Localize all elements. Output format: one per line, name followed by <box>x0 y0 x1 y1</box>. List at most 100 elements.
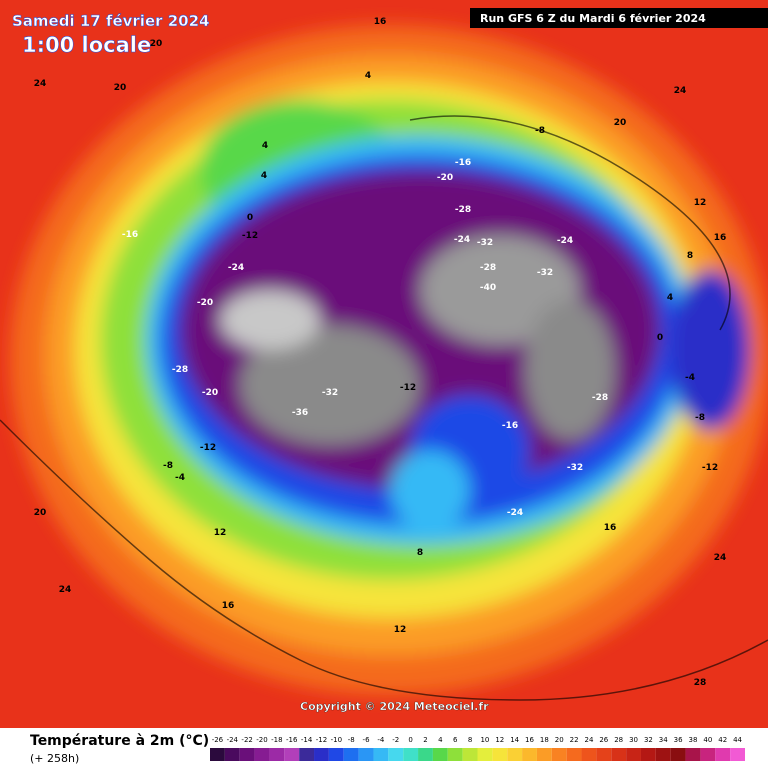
contour-label: 8 <box>417 548 423 558</box>
contour-label: -32 <box>537 268 553 278</box>
contour-label: 12 <box>694 198 707 208</box>
colorbar-swatch <box>596 748 612 761</box>
colorbar-swatch <box>239 748 255 761</box>
colorbar-label: 28 <box>614 736 623 744</box>
colorbar-swatch <box>655 748 671 761</box>
colorbar-label: -12 <box>316 736 327 744</box>
time: 1:00 locale <box>22 33 151 57</box>
contour-label: 4 <box>667 293 673 303</box>
colorbar-label: -2 <box>392 736 399 744</box>
contour-label: -36 <box>292 408 308 418</box>
colorbar-swatch <box>314 748 329 761</box>
colorbar-label: -22 <box>241 736 252 744</box>
colorbar-swatch <box>299 748 315 761</box>
colorbar-label: -26 <box>212 736 224 744</box>
colorbar-label: 6 <box>453 736 458 744</box>
colorbar-label: -8 <box>348 736 355 744</box>
colorbar-label: 18 <box>540 736 549 744</box>
colorbar-swatch <box>626 748 641 761</box>
colorbar-label: 30 <box>629 736 638 744</box>
contour-label: -24 <box>228 263 244 273</box>
colorbar-label: 8 <box>468 736 472 744</box>
contour-label: -40 <box>480 283 496 293</box>
colorbar-label: 22 <box>570 736 579 744</box>
colorbar-label: -16 <box>286 736 298 744</box>
contour-label: -12 <box>200 443 216 453</box>
colorbar-label: 26 <box>599 736 608 744</box>
contour-label: 4 <box>261 171 267 181</box>
contour-label: 4 <box>365 71 371 81</box>
contour-label: -20 <box>197 298 213 308</box>
contour-label: 20 <box>34 508 47 518</box>
colorbar-label: -10 <box>331 736 342 744</box>
contour-label: 4 <box>262 141 268 151</box>
contour-label: 16 <box>374 17 387 27</box>
contour-label: -28 <box>592 393 608 403</box>
colorbar-swatch <box>403 748 419 761</box>
contour-label: -32 <box>322 388 338 398</box>
colorbar-label: -24 <box>227 736 239 744</box>
contour-label: -24 <box>507 508 523 518</box>
contour-label: -28 <box>172 365 188 375</box>
contour-label: -16 <box>455 158 471 168</box>
colorbar-label: 14 <box>510 736 519 744</box>
coastline <box>0 419 768 701</box>
colorbar-label: 12 <box>495 736 504 744</box>
contour-label: 24 <box>34 79 47 89</box>
colorbar-label: 40 <box>703 736 712 744</box>
contour-label: 24 <box>674 86 687 96</box>
colorbar-swatch <box>730 748 745 761</box>
colorbar-swatch <box>418 748 433 761</box>
run-info: Run GFS 6 Z du Mardi 6 février 2024 <box>480 12 706 25</box>
contour-label: 24 <box>59 585 72 595</box>
contour-label: -32 <box>477 238 493 248</box>
colorbar-label: 32 <box>644 736 653 744</box>
colorbar-label: -6 <box>363 736 371 744</box>
contour-label: 20 <box>114 83 127 93</box>
colorbar-label: 2 <box>423 736 427 744</box>
contour-label: -16 <box>502 421 518 431</box>
contour-label: -4 <box>175 473 185 483</box>
contour-label: 24 <box>714 553 727 563</box>
contour-label: -12 <box>400 383 416 393</box>
contour-label: -8 <box>695 413 705 423</box>
colorbar-swatch <box>685 748 701 761</box>
colorbar-swatch <box>715 748 731 761</box>
colorbar-swatch <box>254 748 270 761</box>
colorbar-swatch <box>611 748 627 761</box>
colorbar-swatch <box>388 748 404 761</box>
colorbar-swatch <box>492 748 508 761</box>
contour-label: -4 <box>685 373 695 383</box>
contour-label: -8 <box>535 126 545 136</box>
legend-title: Température à 2m (°C) <box>30 733 209 749</box>
contour-label: -32 <box>567 463 583 473</box>
contour-label: -20 <box>202 388 218 398</box>
colorbar-label: 4 <box>438 736 443 744</box>
colorbar-swatch <box>700 748 716 761</box>
contour-label: 20 <box>150 39 163 49</box>
colorbar-label: -20 <box>256 736 267 744</box>
contour-label: 20 <box>614 118 627 128</box>
contour-label: 12 <box>214 528 227 538</box>
contour-label: -16 <box>122 230 138 240</box>
contour-label: 16 <box>604 523 617 533</box>
colorbar-label: 36 <box>674 736 683 744</box>
contour-label: -28 <box>455 205 471 215</box>
colorbar-label: 24 <box>584 736 593 744</box>
contour-label: 12 <box>394 625 407 635</box>
colorbar-swatch <box>522 748 537 761</box>
colorbar-swatch <box>343 748 359 761</box>
colorbar-label: -4 <box>377 736 385 744</box>
contour-label: -28 <box>480 263 496 273</box>
colorbar-swatch <box>224 748 240 761</box>
colorbar-label: 44 <box>733 736 742 744</box>
colorbar-swatch <box>432 748 448 761</box>
colorbar-swatch <box>210 748 225 761</box>
colorbar-swatch <box>373 748 389 761</box>
colorbar-label: 34 <box>659 736 668 744</box>
colorbar-swatch <box>269 748 285 761</box>
contour-label: 0 <box>657 333 663 343</box>
contour-label: -8 <box>163 461 173 471</box>
